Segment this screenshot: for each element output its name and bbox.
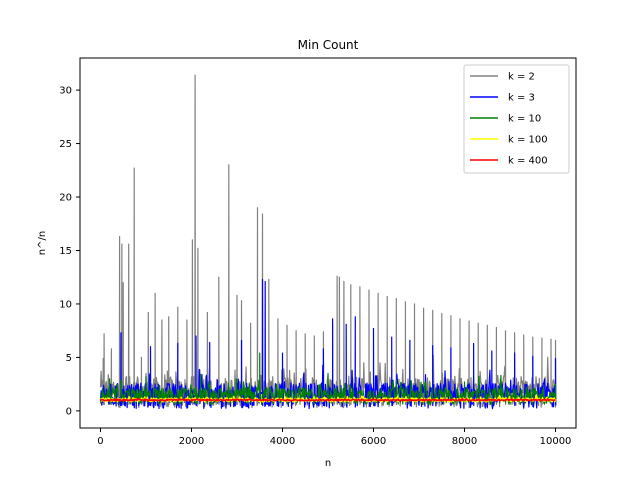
y-axis: 0 5 10 15 20 25 30 (59, 86, 80, 417)
y-tick-label: 0 (66, 406, 72, 417)
series-line-k-400 (99, 397, 556, 402)
y-tick-label: 5 (66, 353, 72, 364)
y-tick-label: 10 (59, 299, 72, 310)
x-tick-label: 10000 (540, 436, 572, 447)
axes-frame (79, 57, 577, 429)
x-tick-label: 0 (97, 436, 103, 447)
y-tick-label: 20 (59, 193, 72, 204)
legend-label: k = 3 (508, 93, 535, 104)
y-tick-label: 25 (59, 139, 72, 150)
y-tick-label: 30 (59, 86, 72, 97)
legend-label: k = 100 (508, 135, 548, 146)
legend: k = 2 k = 3 k = 10 k = 100 k = 400 (463, 64, 570, 174)
x-tick-label: 6000 (361, 436, 386, 447)
y-tick-label: 15 (59, 246, 72, 257)
x-tick-label: 4000 (270, 436, 295, 447)
legend-label: k = 2 (508, 72, 535, 83)
legend-box (463, 64, 570, 174)
chart-title: Min Count (298, 38, 359, 52)
legend-label: k = 400 (508, 156, 548, 167)
x-tick-label: 2000 (179, 436, 204, 447)
legend-label: k = 10 (508, 114, 541, 125)
y-axis-label: n^/n (37, 231, 48, 255)
x-axis: 0 2000 4000 6000 8000 10000 (97, 428, 571, 447)
plot-area (99, 74, 557, 410)
x-tick-label: 8000 (452, 436, 477, 447)
x-axis-label: n (325, 458, 331, 469)
